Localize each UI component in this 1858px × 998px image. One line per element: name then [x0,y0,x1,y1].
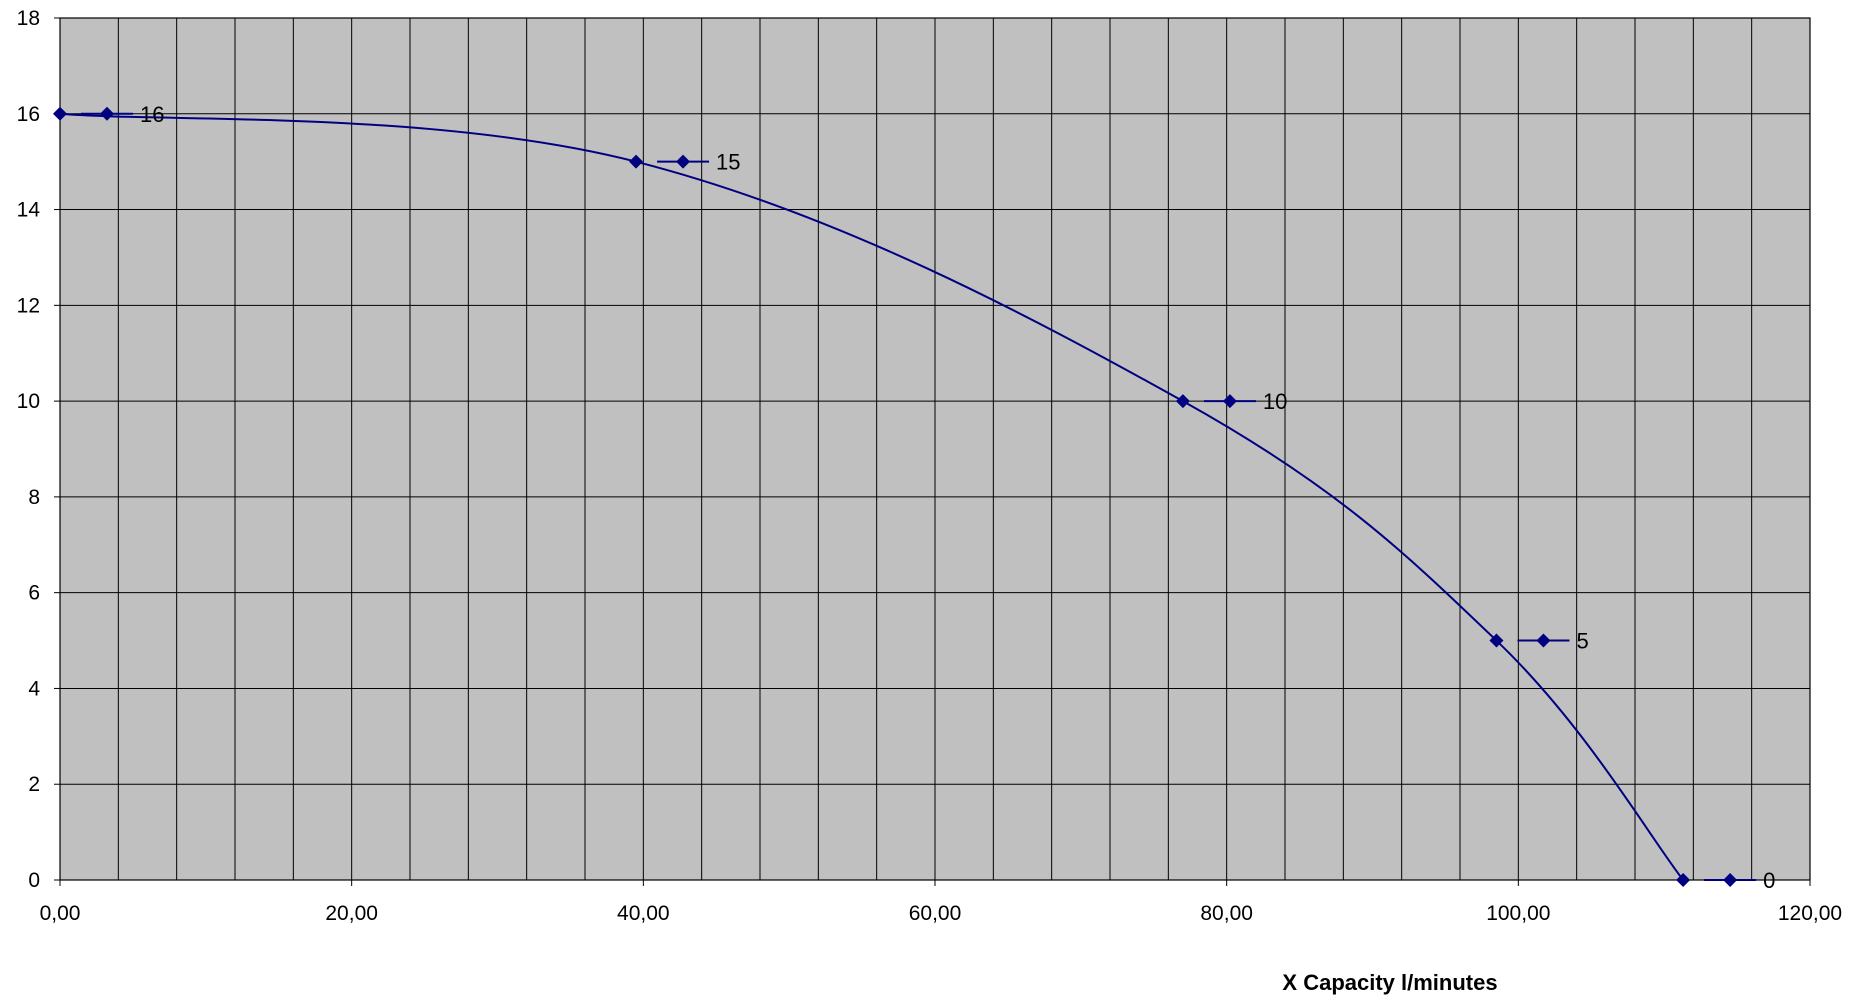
x-tick-label: 100,00 [1486,902,1550,925]
data-label-marker [1222,394,1237,409]
y-tick-label: 16 [17,103,40,126]
data-label: 5 [1576,629,1588,654]
x-axis-title: X Capacity l/minutes [1282,970,1497,995]
data-point-marker [53,106,67,121]
y-tick-label: 0 [28,869,40,892]
data-label-marker [1536,633,1551,648]
y-tick-label: 14 [17,199,41,222]
data-point-marker [1489,633,1504,648]
x-tick-label: 80,00 [1200,902,1253,925]
data-label: 16 [140,102,164,127]
data-point-marker [1175,394,1190,409]
data-point-marker [1676,873,1691,887]
x-tick-label: 60,00 [909,902,962,925]
series-line [59,112,1684,881]
y-axis-ticks: 0 2 4 6 8 10 12 14 16 18 [17,7,60,892]
plot-area [59,17,1811,881]
data-label: 15 [716,150,740,175]
x-tick-label: 120,00 [1778,902,1842,925]
y-tick-label: 10 [17,390,40,413]
data-point-marker [629,154,644,169]
y-tick-label: 12 [17,294,40,317]
x-tick-label: 40,00 [617,902,670,925]
x-tick-label: 20,00 [325,902,378,925]
y-tick-label: 2 [28,773,40,796]
data-label-marker [100,106,114,121]
y-tick-label: 4 [28,677,40,700]
data-label-marker [676,154,691,169]
data-label-marker [1723,873,1738,887]
y-tick-label: 6 [28,582,40,605]
y-tick-label: 18 [17,7,40,30]
data-label: 10 [1263,389,1287,414]
series-layer [53,106,1691,887]
y-tick-label: 8 [28,486,40,509]
x-tick-label: 0,00 [40,902,81,925]
data-label: 0 [1763,868,1775,893]
x-axis-ticks: 0,00 20,00 40,00 60,00 80,00 100,00 120,00 [40,880,1842,925]
data-labels: 16 15 10 5 0 [81,102,1775,893]
